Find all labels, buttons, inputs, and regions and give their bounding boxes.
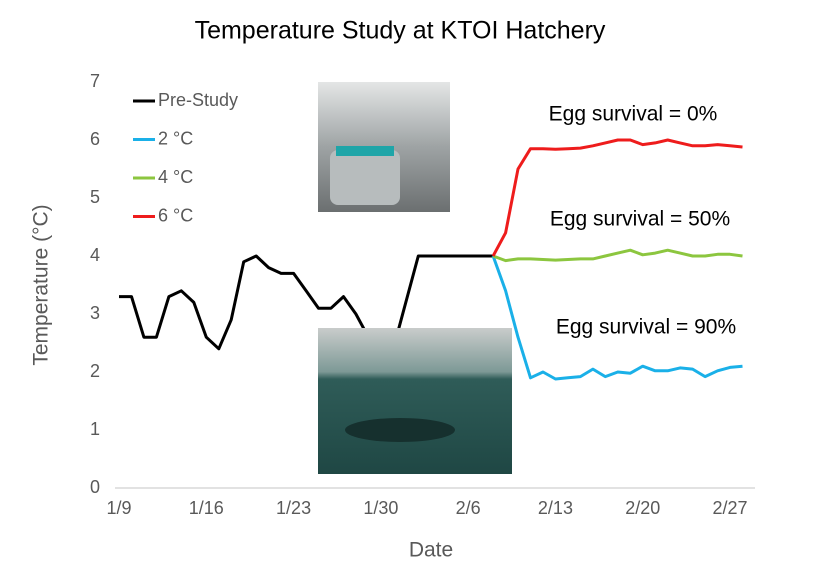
legend: Pre-Study 2 °C 4 °C 6 °C: [133, 90, 238, 226]
photo-water: [336, 146, 394, 156]
x-axis-label: Date: [409, 539, 453, 562]
legend-label: 6 °C: [158, 205, 193, 225]
photos: [318, 82, 512, 474]
legend-label: Pre-Study: [158, 90, 238, 110]
y-tick-label: 6: [90, 129, 100, 149]
x-tick-label: 1/30: [363, 498, 398, 518]
y-axis-label: Temperature (°C): [30, 204, 53, 365]
y-tick-label: 0: [90, 477, 100, 497]
y-tick-label: 2: [90, 361, 100, 381]
series-line: [493, 250, 742, 260]
x-tick-label: 2/6: [456, 498, 481, 518]
y-tick-label: 7: [90, 71, 100, 91]
y-tick-label: 3: [90, 303, 100, 323]
x-tick-label: 2/13: [538, 498, 573, 518]
chart-title: Temperature Study at KTOI Hatchery: [195, 17, 606, 45]
series-line: [493, 140, 742, 256]
chart: Temperature Study at KTOI Hatchery Tempe…: [0, 0, 820, 573]
photo-tank: [330, 150, 400, 205]
legend-label: 4 °C: [158, 167, 193, 187]
x-tick-label: 1/23: [276, 498, 311, 518]
annotation: Egg survival = 90%: [556, 316, 736, 339]
photo-fish-shadow: [345, 418, 455, 442]
annotation: Egg survival = 50%: [550, 208, 730, 231]
legend-label: 2 °C: [158, 128, 193, 148]
y-tick-label: 5: [90, 187, 100, 207]
y-tick-label: 1: [90, 419, 100, 439]
y-tick-label: 4: [90, 245, 100, 265]
annotation: Egg survival = 0%: [549, 103, 718, 126]
x-tick-label: 2/20: [625, 498, 660, 518]
photo-fish: [318, 328, 512, 474]
x-tick-label: 1/16: [189, 498, 224, 518]
x-tick-label: 2/27: [713, 498, 748, 518]
x-tick-label: 1/9: [106, 498, 131, 518]
